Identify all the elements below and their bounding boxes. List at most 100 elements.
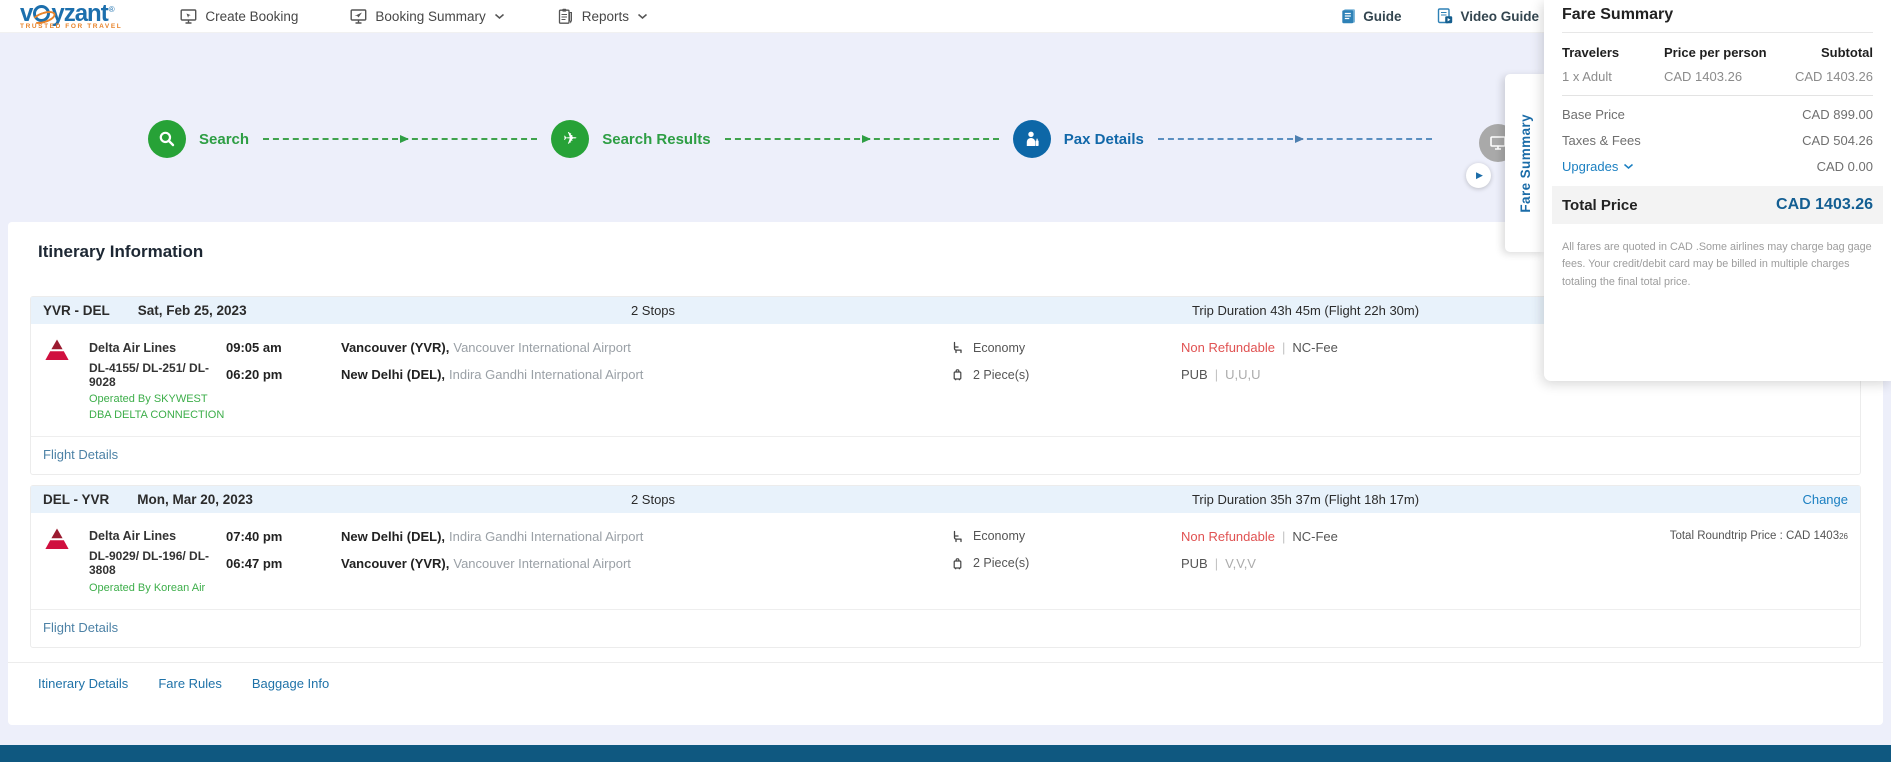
departure-time: 07:40 pm <box>226 528 283 544</box>
nav-booking-summary[interactable]: Booking Summary <box>350 8 504 25</box>
flight-numbers: DL-4155/ DL-251/ DL-9028 <box>89 360 210 389</box>
fare-info-cell: Non Refundable | NC-Fee PUB | V,V,V <box>1181 528 1338 571</box>
play-arrow-icon: ▶ <box>1476 170 1483 180</box>
fare-summary-tab[interactable]: Fare Summary <box>1505 74 1545 252</box>
fare-rules-link[interactable]: Fare Rules <box>158 675 222 691</box>
monitor-cursor-icon <box>180 8 197 25</box>
nav-label: Booking Summary <box>375 8 486 24</box>
origin-airport: Vancouver International Airport <box>453 340 631 355</box>
itinerary-title: Itinerary Information <box>38 242 204 261</box>
col-price-per-person: Price per person <box>1664 45 1767 60</box>
fare-summary-panel: Fare Summary Travelers Price per person … <box>1544 0 1891 381</box>
nav-label: Guide <box>1363 8 1402 24</box>
nav-reports[interactable]: Reports <box>557 8 648 25</box>
roundtrip-price: Total Roundtrip Price : CAD 1403 26 <box>1669 530 1848 543</box>
nav-create-booking[interactable]: Create Booking <box>180 8 298 25</box>
step-pax-details[interactable]: Pax Details <box>1012 120 1144 158</box>
airports-cell: Vancouver (YVR), Vancouver International… <box>341 334 951 424</box>
cabin-class: Economy <box>973 529 1026 544</box>
upgrades-toggle[interactable]: Upgrades <box>1562 159 1634 174</box>
base-price-line: Base Price CAD 899.00 <box>1562 107 1873 122</box>
amenities-cell: Economy 2 Piece(s) <box>951 334 1181 424</box>
subtotal: CAD 1403.26 <box>1794 69 1873 84</box>
taxes-fees-label: Taxes & Fees <box>1562 133 1641 148</box>
airline-name: Delta Air Lines <box>89 340 177 355</box>
step-search-results[interactable]: ✈ Search Results <box>551 120 711 158</box>
fare-basis-codes: V,V,V <box>1225 555 1256 571</box>
fare-table-row: 1 x Adult CAD 1403.26 CAD 1403.26 <box>1562 69 1873 96</box>
stepper-connector <box>724 135 999 143</box>
departure-time: 09:05 am <box>226 340 282 355</box>
registered-mark: ® <box>108 4 115 14</box>
voyzant-logo[interactable]: v yzant ® TRUSTED FOR TRAVEL <box>20 1 122 30</box>
fare-table-header: Travelers Price per person Subtotal <box>1562 45 1873 60</box>
flight-details-link[interactable]: Flight Details <box>43 446 119 462</box>
seat-icon <box>953 530 962 543</box>
base-price-label: Base Price <box>1562 107 1625 122</box>
flight-numbers: DL-9029/ DL-196/ DL-3808 <box>89 549 210 578</box>
times-cell: 07:40 pm 06:47 pm <box>226 523 341 597</box>
nav-label: Reports <box>581 8 629 24</box>
change-link[interactable]: Change <box>1802 491 1848 507</box>
flight-row: Delta Air Lines DL-9029/ DL-196/ DL-3808… <box>31 513 1860 603</box>
taxes-fees-line: Taxes & Fees CAD 504.26 <box>1562 133 1873 148</box>
step-label: Search <box>199 130 250 148</box>
arrival-time: 06:47 pm <box>226 555 283 571</box>
stepper-connector <box>1157 135 1432 143</box>
plane-icon[interactable]: ✈ <box>551 120 590 158</box>
destination-airport: Indira Gandhi International Airport <box>449 367 644 382</box>
baggage-icon <box>953 558 962 570</box>
page-footer-bar <box>0 745 1891 762</box>
destination-airport: Vancouver International Airport <box>453 555 631 571</box>
upgrades-label: Upgrades <box>1562 159 1619 174</box>
airline-name: Delta Air Lines <box>89 529 177 544</box>
baggage-allowance: 2 Piece(s) <box>973 556 1030 571</box>
fare-summary-collapse-button[interactable]: ▶ <box>1466 163 1491 188</box>
route: YVR - DEL <box>43 303 110 318</box>
upgrades-value: CAD 0.00 <box>1816 159 1873 174</box>
operated-by: Operated By SKYWEST DBA DELTA CONNECTION <box>89 393 225 421</box>
baggage-allowance: 2 Piece(s) <box>973 367 1030 382</box>
airline-logo-cell <box>43 523 89 597</box>
fare-info-cell: Non Refundable | NC-Fee PUB | U,U,U <box>1181 340 1338 382</box>
upgrades-line: Upgrades CAD 0.00 <box>1562 159 1873 174</box>
airline-cell: Delta Air Lines DL-4155/ DL-251/ DL-9028… <box>89 334 226 424</box>
fee-type: NC-Fee <box>1292 340 1338 355</box>
trip-duration: Trip Duration 35h 37m (Flight 18h 17m) <box>1191 491 1420 507</box>
total-price-row: Total Price CAD 1403.26 <box>1552 186 1883 224</box>
step-search[interactable]: Search <box>148 120 249 158</box>
flight-row: Delta Air Lines DL-4155/ DL-251/ DL-9028… <box>31 324 1860 430</box>
route: DEL - YVR <box>43 491 110 507</box>
price-per-person: CAD 1403.26 <box>1664 69 1743 84</box>
stops: 2 Stops <box>630 303 676 318</box>
refund-status: Non Refundable <box>1181 528 1275 544</box>
document-icon <box>1341 8 1356 24</box>
itinerary-footer-links: Itinerary Details Fare Rules Baggage Inf… <box>30 663 1861 691</box>
origin-city: New Delhi (DEL), <box>341 528 446 544</box>
fare-source: PUB <box>1181 555 1208 571</box>
cabin-class: Economy <box>973 340 1026 355</box>
baggage-info-link[interactable]: Baggage Info <box>251 675 330 691</box>
airline-cell: Delta Air Lines DL-9029/ DL-196/ DL-3808… <box>89 523 226 597</box>
flight-details-link[interactable]: Flight Details <box>43 619 119 635</box>
fee-type: NC-Fee <box>1292 528 1338 544</box>
nav-video-guide[interactable]: Video Guide <box>1437 8 1539 24</box>
search-icon[interactable] <box>148 120 186 158</box>
chevron-down-icon <box>1624 163 1634 169</box>
monitor-plane-icon <box>350 8 367 25</box>
nav-guide[interactable]: Guide <box>1341 8 1401 24</box>
operated-by: Operated By Korean Air <box>89 581 206 594</box>
airports-cell: New Delhi (DEL), Indira Gandhi Internati… <box>341 523 951 597</box>
fare-basis-codes: U,U,U <box>1225 367 1261 382</box>
stepper-connector <box>263 135 538 143</box>
seat-icon <box>953 341 962 354</box>
itinerary-details-link[interactable]: Itinerary Details <box>38 675 129 691</box>
baggage-icon <box>953 369 962 381</box>
col-travelers: Travelers <box>1562 45 1620 60</box>
fare-summary-title: Fare Summary <box>1562 6 1873 33</box>
passenger-icon[interactable] <box>1012 120 1051 158</box>
video-document-icon <box>1437 8 1453 24</box>
trip-duration: Trip Duration 43h 45m (Flight 22h 30m) <box>1191 303 1420 318</box>
total-price-label: Total Price <box>1562 196 1638 214</box>
